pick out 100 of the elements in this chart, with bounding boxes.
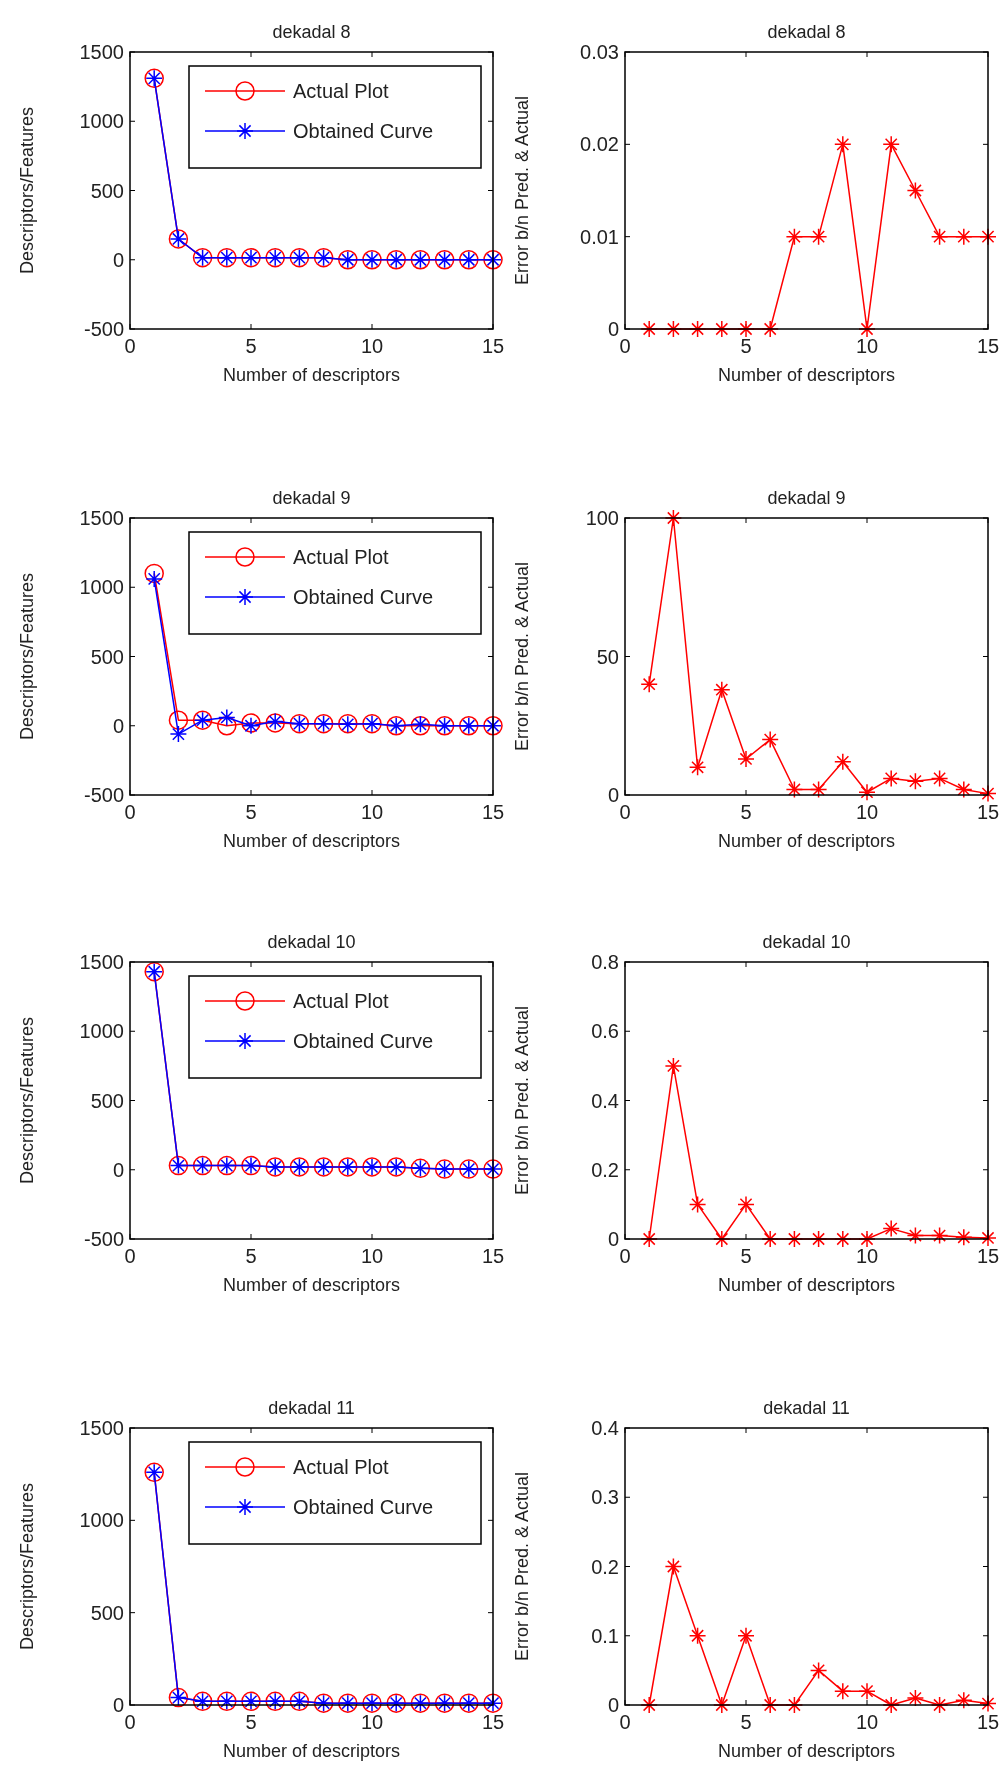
chart-title: dekadal 11 <box>763 1398 850 1418</box>
y-tick-label: 100 <box>585 507 619 529</box>
chart-title: dekadal 11 <box>268 1398 355 1418</box>
x-axis-title: Number of descriptors <box>717 831 896 851</box>
point <box>688 758 707 777</box>
x-axis-title: Number of descriptors <box>222 831 401 851</box>
y-tick-label: -500 <box>83 318 124 340</box>
x-tick-label: 10 <box>855 335 879 357</box>
y-tick-label: 1000 <box>79 110 124 133</box>
point <box>930 227 949 246</box>
y-tick-label: 1500 <box>79 41 124 63</box>
point <box>640 1230 658 1248</box>
point <box>713 680 731 699</box>
legend-label: Actual Plot <box>293 1456 390 1478</box>
point <box>761 320 779 338</box>
x-tick-label: 15 <box>481 335 505 357</box>
y-tick-label: 0 <box>607 1228 619 1250</box>
point <box>737 320 755 338</box>
point <box>955 1228 973 1247</box>
point <box>664 1057 683 1075</box>
chart-title: dekadal 8 <box>767 22 846 42</box>
y-axis-title: Descriptors/Features <box>17 1482 37 1651</box>
y-tick-label: 500 <box>90 1601 124 1624</box>
point <box>761 730 779 749</box>
point <box>930 1226 949 1245</box>
point <box>713 1696 731 1714</box>
point <box>809 227 828 246</box>
y-tick-label: 0.4 <box>591 1417 619 1439</box>
x-axis-title: Number of descriptors <box>222 1275 401 1295</box>
y-tick-label: -500 <box>83 784 124 806</box>
chart-title: dekadal 10 <box>762 932 851 952</box>
x-tick-label: 5 <box>245 801 257 823</box>
point <box>858 1682 876 1700</box>
y-tick-label: 0.02 <box>580 133 619 156</box>
y-tick-label: 1500 <box>79 1417 124 1439</box>
point <box>858 320 876 338</box>
point <box>955 1691 973 1709</box>
y-tick-label: 1500 <box>79 951 124 973</box>
chart-title: dekadal 8 <box>272 22 351 42</box>
chart-title: dekadal 9 <box>767 488 846 508</box>
y-tick-label: 0 <box>112 1158 124 1181</box>
y-tick-label: 50 <box>596 645 619 668</box>
x-tick-label: 15 <box>481 1711 505 1733</box>
point <box>979 1229 997 1247</box>
point <box>882 1219 900 1238</box>
x-tick-label: 10 <box>360 1245 384 1267</box>
x-tick-label: 10 <box>855 1245 879 1267</box>
y-tick-label: 500 <box>90 645 124 668</box>
point <box>688 1195 707 1214</box>
y-tick-label: 0.3 <box>591 1486 619 1509</box>
x-axis-title: Number of descriptors <box>717 1275 896 1295</box>
y-axis-title: Error b/n Pred. & Actual <box>512 1005 532 1196</box>
y-tick-label: 1000 <box>79 1020 124 1043</box>
legend-label: Obtained Curve <box>293 1496 434 1518</box>
point <box>955 227 973 246</box>
legend-label: Actual Plot <box>293 546 390 568</box>
point <box>955 780 973 799</box>
y-tick-label: 0.2 <box>591 1555 619 1578</box>
x-tick-label: 10 <box>360 1711 384 1733</box>
x-tick-label: 5 <box>245 1245 257 1267</box>
x-tick-label: 10 <box>855 801 879 823</box>
x-axis-title: Number of descriptors <box>717 1741 896 1761</box>
y-tick-label: -500 <box>83 1228 124 1250</box>
point <box>168 710 189 730</box>
legend-label: Actual Plot <box>293 990 390 1012</box>
point <box>834 1230 852 1248</box>
x-tick-label: 15 <box>976 1245 1000 1267</box>
point <box>930 769 949 788</box>
x-tick-label: 15 <box>976 335 1000 357</box>
point <box>640 1696 658 1714</box>
y-tick-label: 0 <box>607 784 619 806</box>
x-tick-label: 5 <box>245 1711 257 1733</box>
point <box>713 320 731 338</box>
point <box>737 1195 755 1214</box>
point <box>713 1230 731 1248</box>
x-tick-label: 10 <box>855 1711 879 1733</box>
y-tick-label: 1000 <box>79 1509 124 1532</box>
x-axis-title: Number of descriptors <box>717 365 896 385</box>
point <box>858 1230 876 1248</box>
y-tick-label: 0 <box>112 248 124 271</box>
point <box>882 135 900 154</box>
point <box>640 675 658 693</box>
point <box>906 181 925 200</box>
y-tick-label: 0.6 <box>591 1020 619 1043</box>
point <box>906 1226 925 1245</box>
point <box>640 320 658 338</box>
point <box>809 780 828 799</box>
x-tick-label: 5 <box>740 1711 752 1733</box>
y-tick-label: 0.1 <box>591 1624 619 1647</box>
x-tick-label: 10 <box>360 335 384 357</box>
point <box>834 135 852 154</box>
y-axis-title: Descriptors/Features <box>17 106 37 275</box>
y-tick-label: 0 <box>607 318 619 340</box>
y-axis-title: Error b/n Pred. & Actual <box>512 561 532 752</box>
legend-label: Actual Plot <box>293 80 390 102</box>
legend-label: Obtained Curve <box>293 120 434 142</box>
point <box>737 1627 755 1645</box>
x-tick-label: 15 <box>976 801 1000 823</box>
point <box>688 1627 707 1645</box>
point <box>144 563 164 584</box>
